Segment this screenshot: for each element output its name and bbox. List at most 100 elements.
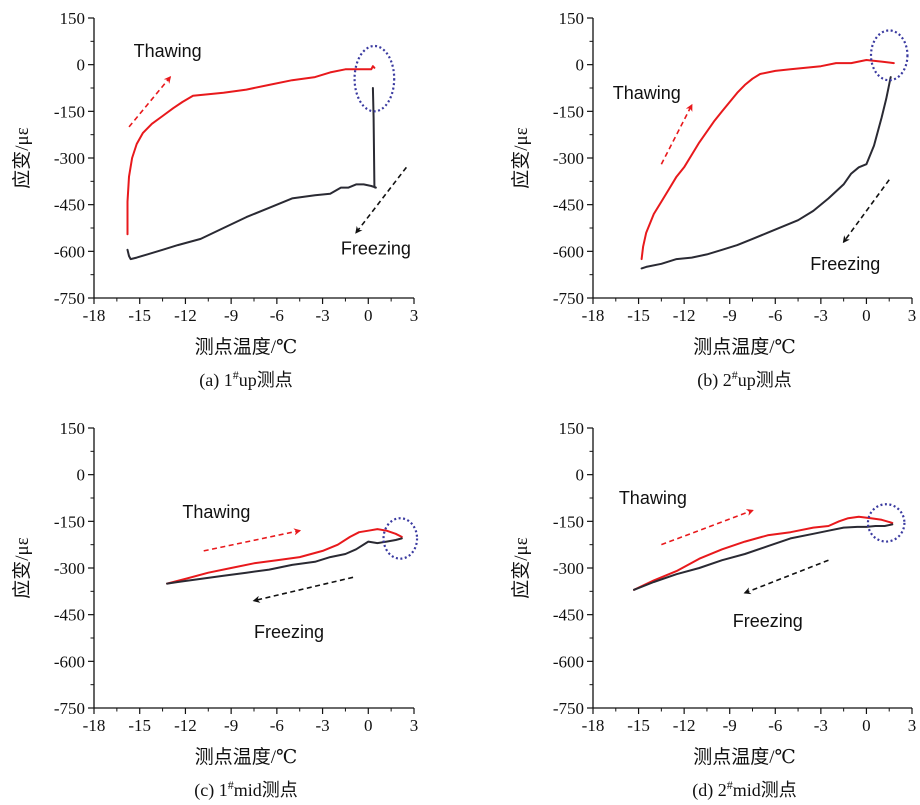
x-tick-label: 3	[908, 716, 917, 735]
panel-2: -18 -15 -12 -9 -6 -3 0 3 150 0 -150 -300 -450 -600 -75…	[11, 419, 418, 801]
x-tick-label: 3	[908, 306, 917, 325]
x-tick-label: 0	[862, 716, 871, 735]
y-tick-label: -150	[553, 102, 584, 121]
highlight-ellipse	[869, 29, 909, 82]
highlight-ellipse	[353, 44, 396, 113]
y-tick-label: 0	[576, 56, 585, 75]
x-tick-label: 0	[862, 306, 871, 325]
y-tick-label: -750	[553, 289, 584, 308]
freezing-series-line	[166, 537, 403, 585]
y-axis-title: 应变/με	[510, 127, 532, 188]
panel-0: -18 -15 -12 -9 -6 -3 0 3 150 0 -150 -300 -450 -600 -75…	[11, 9, 418, 391]
panel-3: -18 -15 -12 -9 -6 -3 0 3 150 0 -150 -300 -450 -600 -75…	[510, 419, 916, 801]
panel-caption: (d) 2#mid测点	[692, 778, 797, 801]
x-tick-label: -3	[814, 306, 828, 325]
x-axis-title: 测点温度/℃	[195, 336, 298, 358]
y-tick-label: -450	[54, 606, 85, 625]
y-tick-label: -300	[54, 559, 85, 578]
y-tick-label: 150	[559, 419, 585, 438]
x-tick-label: -12	[673, 306, 696, 325]
panel-caption: (b) 2#up测点	[697, 368, 792, 391]
x-tick-label: -3	[315, 716, 329, 735]
caption-superscript: #	[228, 778, 234, 792]
panel-caption: (c) 1#mid测点	[194, 778, 298, 801]
highlight-ellipse	[866, 503, 906, 543]
x-tick-label: -18	[582, 716, 605, 735]
freezing-label: Freezing	[733, 611, 803, 631]
y-tick-label: -600	[54, 242, 85, 261]
panel-1: -18 -15 -12 -9 -6 -3 0 3 150 0 -150 -300 -450 -600 -75…	[510, 9, 916, 391]
panel-caption: (a) 1#up测点	[199, 368, 292, 391]
x-tick-label: -15	[128, 306, 151, 325]
caption-suffix: mid测点	[733, 780, 797, 800]
x-tick-label: -12	[673, 716, 696, 735]
y-tick-label: -450	[54, 196, 85, 215]
caption-superscript: #	[732, 368, 738, 382]
caption-prefix: (b) 2	[697, 370, 732, 391]
y-tick-label: 150	[60, 9, 86, 28]
y-tick-label: -750	[54, 289, 85, 308]
thawing-label: Thawing	[182, 502, 250, 522]
y-tick-label: -150	[553, 512, 584, 531]
x-tick-label: -9	[224, 306, 238, 325]
freezing-arrow	[355, 166, 408, 234]
x-tick-label: -6	[768, 306, 782, 325]
caption-superscript: #	[727, 778, 733, 792]
x-tick-label: -18	[582, 306, 605, 325]
x-tick-label: -12	[174, 306, 197, 325]
x-tick-label: -18	[83, 716, 106, 735]
thawing-series-line	[166, 528, 403, 585]
y-tick-label: -450	[553, 606, 584, 625]
thawing-label: Thawing	[134, 41, 202, 61]
y-tick-label: -600	[553, 242, 584, 261]
thawing-arrow	[661, 509, 754, 546]
y-axis-title: 应变/με	[510, 537, 532, 598]
x-axis-title: 测点温度/℃	[693, 336, 796, 358]
x-tick-label: -15	[128, 716, 151, 735]
y-tick-label: -150	[54, 102, 85, 121]
y-tick-label: -750	[54, 699, 85, 718]
x-tick-label: 3	[410, 306, 419, 325]
x-tick-label: -15	[627, 306, 650, 325]
x-tick-label: -6	[270, 306, 284, 325]
x-tick-label: 0	[364, 716, 373, 735]
thawing-label: Thawing	[613, 83, 681, 103]
y-tick-label: -750	[553, 699, 584, 718]
freezing-label: Freezing	[254, 622, 324, 642]
x-tick-label: -6	[768, 716, 782, 735]
freezing-arrow	[842, 179, 890, 244]
freezing-series-line	[640, 76, 892, 270]
freezing-label: Freezing	[810, 254, 880, 274]
x-tick-label: -3	[814, 716, 828, 735]
caption-prefix: (c) 1	[194, 780, 227, 801]
thawing-arrow	[203, 528, 302, 552]
freezing-series-line	[126, 87, 377, 261]
caption-prefix: (a) 1	[199, 370, 232, 391]
x-tick-label: -9	[224, 716, 238, 735]
x-tick-label: -9	[723, 716, 737, 735]
y-tick-label: -300	[553, 149, 584, 168]
x-tick-label: -9	[723, 306, 737, 325]
freezing-arrow	[252, 576, 354, 603]
y-tick-label: -600	[54, 652, 85, 671]
caption-suffix: up测点	[239, 370, 293, 390]
freezing-label: Freezing	[341, 238, 411, 258]
y-tick-label: -450	[553, 196, 584, 215]
y-axis-title: 应变/με	[11, 127, 33, 188]
y-tick-label: -300	[54, 149, 85, 168]
x-tick-label: -6	[270, 716, 284, 735]
x-tick-label: -3	[315, 306, 329, 325]
y-axis-title: 应变/με	[11, 537, 33, 598]
x-axis-title: 测点温度/℃	[693, 746, 796, 768]
caption-suffix: mid测点	[234, 780, 298, 800]
y-tick-label: -600	[553, 652, 584, 671]
highlight-ellipse	[382, 517, 419, 560]
y-tick-label: 0	[576, 466, 585, 485]
y-tick-label: -150	[54, 512, 85, 531]
x-tick-label: 3	[410, 716, 419, 735]
thawing-series-line	[633, 515, 894, 591]
x-axis-title: 测点温度/℃	[195, 746, 298, 768]
y-tick-label: 150	[60, 419, 86, 438]
thawing-label: Thawing	[619, 488, 687, 508]
